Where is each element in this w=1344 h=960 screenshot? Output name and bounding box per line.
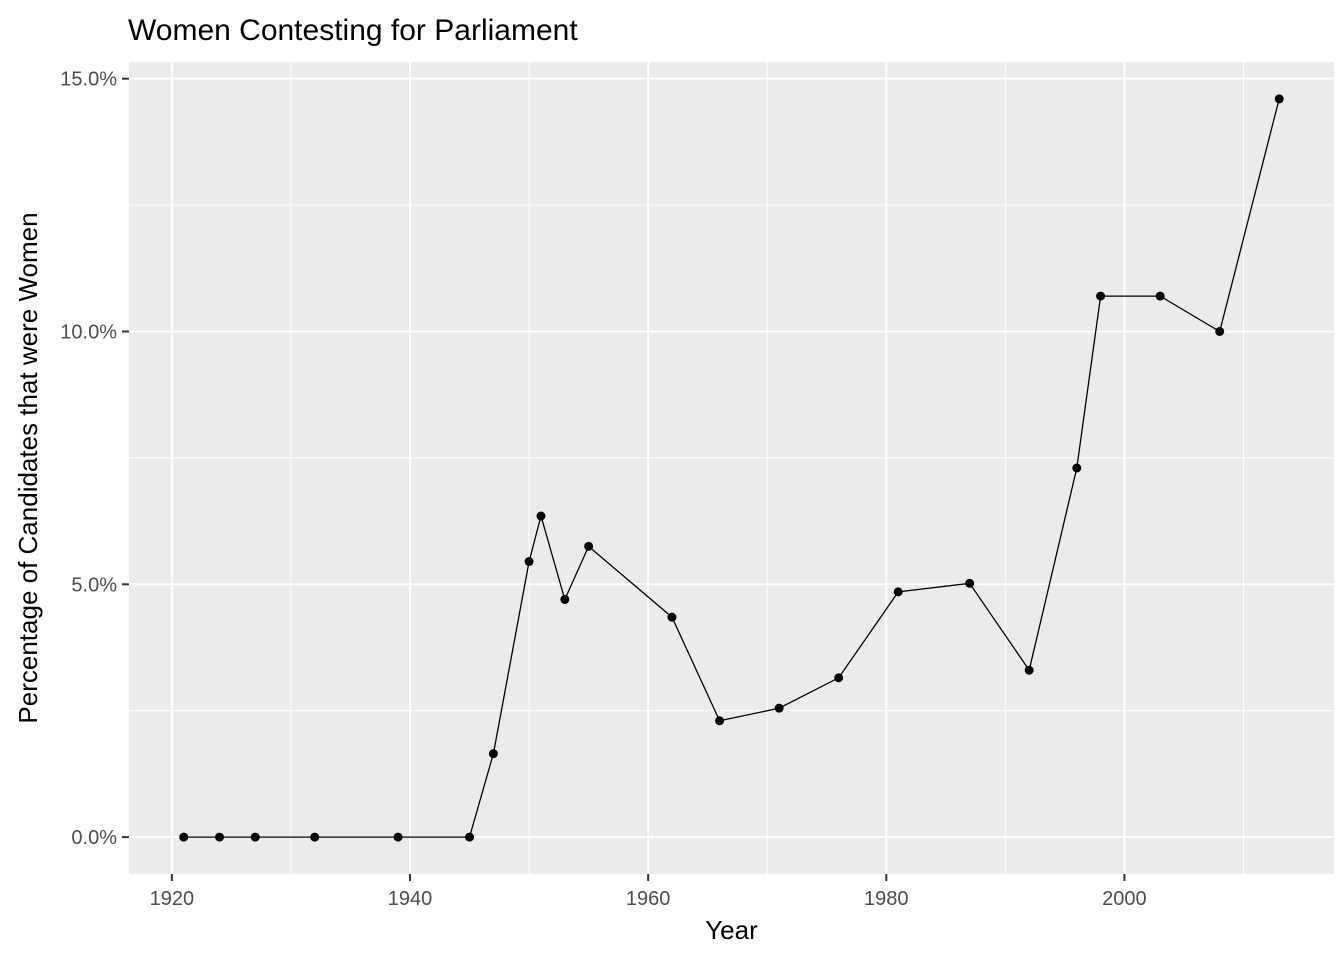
y-axis-title: Percentage of Candidates that were Women [13,212,43,723]
y-tick-label: 10.0% [60,321,117,343]
data-point [1096,291,1106,301]
data-point [214,832,224,842]
data-point [1024,665,1034,675]
data-point [667,612,677,622]
y-axis-tick-labels: 0.0% 5.0% 10.0% 15.0% [60,69,117,849]
axis-ticks [122,77,1126,881]
data-point [774,703,784,713]
data-point [393,832,403,842]
x-tick-label: 1960 [626,888,671,910]
data-point [179,832,189,842]
data-point [715,716,725,726]
minor-gridlines [129,62,1334,874]
data-point [536,511,546,521]
data-point [524,557,534,567]
data-point [488,749,498,759]
y-tick-label: 5.0% [71,574,117,596]
x-axis-tick-labels: 1920 1940 1960 1980 2000 [150,888,1147,910]
series-group [179,94,1284,842]
plot-panel [129,62,1334,874]
data-point [1215,326,1225,336]
x-axis-title: Year [705,915,758,945]
data-point [465,832,475,842]
data-point [965,578,975,588]
x-tick-label: 1920 [150,888,195,910]
x-tick-label: 2000 [1102,888,1147,910]
data-point [560,594,570,604]
x-tick-label: 1980 [864,888,909,910]
chart-title: Women Contesting for Parliament [128,14,578,47]
data-point [1155,291,1165,301]
y-tick-label: 15.0% [60,69,117,91]
data-point [584,541,594,551]
data-point [1274,94,1284,104]
data-point [250,832,260,842]
x-tick-label: 1940 [388,888,433,910]
data-point [834,673,844,683]
data-point [310,832,320,842]
data-point [1072,463,1082,473]
data-point [893,587,903,597]
y-tick-label: 0.0% [71,827,117,849]
